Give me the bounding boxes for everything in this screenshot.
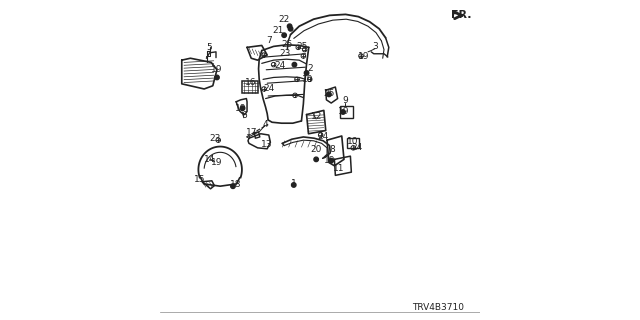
Circle shape bbox=[292, 183, 296, 187]
Text: 19: 19 bbox=[302, 75, 314, 84]
Bar bbox=[347, 138, 360, 148]
Text: 7: 7 bbox=[266, 36, 271, 45]
Circle shape bbox=[292, 62, 297, 67]
Text: 19: 19 bbox=[211, 65, 223, 74]
Text: 3: 3 bbox=[372, 42, 378, 51]
Text: 4: 4 bbox=[262, 120, 268, 129]
Text: 19: 19 bbox=[358, 52, 370, 60]
Text: 24: 24 bbox=[275, 61, 285, 70]
Text: 19: 19 bbox=[235, 104, 246, 113]
Text: 11: 11 bbox=[333, 164, 344, 173]
Text: 10: 10 bbox=[347, 137, 358, 146]
Text: 17: 17 bbox=[246, 128, 257, 137]
Circle shape bbox=[288, 27, 293, 31]
Text: 13: 13 bbox=[260, 140, 272, 148]
Text: FR.: FR. bbox=[451, 10, 472, 20]
Circle shape bbox=[305, 71, 309, 75]
Circle shape bbox=[329, 158, 333, 163]
Text: 18: 18 bbox=[230, 180, 242, 189]
Circle shape bbox=[214, 75, 219, 80]
Text: 19: 19 bbox=[339, 107, 349, 116]
Text: 14: 14 bbox=[204, 155, 215, 164]
Text: 21: 21 bbox=[272, 26, 284, 35]
Text: 9: 9 bbox=[342, 96, 348, 105]
Text: 2: 2 bbox=[307, 64, 312, 73]
Text: 20: 20 bbox=[310, 145, 322, 154]
Text: 1: 1 bbox=[291, 179, 296, 188]
Circle shape bbox=[327, 92, 332, 97]
Bar bbox=[242, 81, 259, 93]
Text: 24: 24 bbox=[351, 143, 362, 152]
Bar bbox=[340, 106, 353, 118]
Circle shape bbox=[340, 110, 346, 114]
Circle shape bbox=[314, 157, 319, 162]
Text: 25: 25 bbox=[282, 40, 293, 49]
Text: 25: 25 bbox=[297, 42, 308, 51]
Text: 23: 23 bbox=[280, 49, 291, 58]
Text: 8: 8 bbox=[330, 145, 335, 154]
Text: 24: 24 bbox=[317, 132, 329, 140]
Circle shape bbox=[282, 33, 287, 37]
Circle shape bbox=[240, 106, 245, 110]
Text: 19: 19 bbox=[324, 156, 335, 164]
Circle shape bbox=[231, 184, 236, 188]
Text: 6: 6 bbox=[241, 111, 246, 120]
Text: 15: 15 bbox=[195, 175, 205, 184]
Text: 16: 16 bbox=[244, 78, 256, 87]
Text: 5: 5 bbox=[207, 43, 212, 52]
Text: 19: 19 bbox=[211, 158, 223, 167]
Circle shape bbox=[287, 24, 292, 28]
Text: 25: 25 bbox=[323, 89, 335, 98]
Text: 22: 22 bbox=[278, 15, 290, 24]
Text: 24: 24 bbox=[264, 84, 275, 93]
Text: TRV4B3710: TRV4B3710 bbox=[412, 303, 465, 312]
Text: 23: 23 bbox=[209, 134, 221, 143]
Text: 12: 12 bbox=[310, 112, 322, 121]
